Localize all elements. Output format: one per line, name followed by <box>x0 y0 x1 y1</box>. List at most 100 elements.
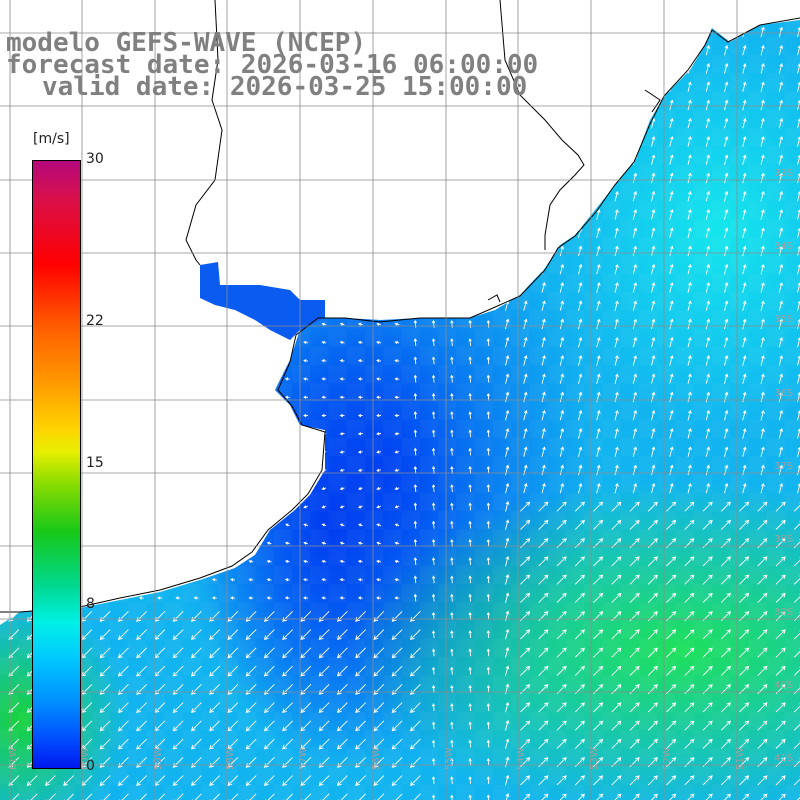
wind-arrow <box>102 249 108 253</box>
wind-arrow <box>190 683 202 695</box>
wind-arrow <box>431 520 436 529</box>
wind-arrow <box>357 359 363 363</box>
wind-arrow <box>157 395 163 399</box>
wind-arrow <box>523 409 528 421</box>
wind-arrow <box>394 322 400 326</box>
wind-arrow <box>505 628 510 640</box>
wind-arrow <box>336 683 348 695</box>
wind-arrow <box>541 99 546 111</box>
wind-arrow <box>102 304 108 308</box>
wind-arrow <box>339 486 345 491</box>
wind-arrow <box>136 683 148 695</box>
wind-arrow <box>248 505 254 509</box>
wind-arrow <box>138 559 144 564</box>
wind-arrow <box>102 194 108 199</box>
wind-arrow <box>651 391 656 403</box>
wind-arrow <box>357 231 363 235</box>
wind-arrow <box>669 227 674 238</box>
wind-arrow <box>318 647 330 659</box>
wind-arrow <box>468 338 472 347</box>
wind-arrow <box>282 793 294 800</box>
wind-arrow <box>559 391 565 403</box>
wind-arrow <box>140 13 144 16</box>
wind-arrow <box>574 665 585 676</box>
wind-arrow <box>614 391 619 403</box>
wind-arrow <box>11 85 17 89</box>
wind-arrow <box>739 519 750 530</box>
lon-label-7: 54W <box>516 747 527 770</box>
wind-arrow <box>574 702 585 713</box>
wind-arrow <box>450 356 454 365</box>
wind-arrow <box>742 464 747 476</box>
wind-arrow <box>559 63 565 74</box>
wind-arrow <box>450 119 454 128</box>
wind-arrow <box>102 340 108 345</box>
wind-arrow <box>666 501 677 512</box>
wind-arrow <box>666 702 677 713</box>
wind-arrow <box>720 720 731 731</box>
wind-arrow <box>321 213 327 217</box>
wind-arrow <box>120 486 126 491</box>
wind-arrow <box>578 44 583 56</box>
wind-arrow <box>760 373 765 384</box>
wind-arrow <box>450 319 454 328</box>
wind-arrow <box>117 683 129 695</box>
wind-arrow <box>556 629 567 640</box>
wind-arrow <box>593 501 604 512</box>
wind-arrow <box>157 468 163 472</box>
wind-arrow <box>413 557 418 566</box>
wind-arrow <box>468 794 472 800</box>
wind-arrow <box>468 447 472 456</box>
wind-arrow <box>172 629 184 641</box>
wind-arrow <box>505 647 510 658</box>
wind-arrow <box>505 26 510 38</box>
wind-arrow <box>724 81 729 92</box>
wind-arrow <box>669 336 674 348</box>
wind-arrow <box>450 648 454 657</box>
wind-arrow <box>778 190 784 202</box>
wind-arrow <box>669 282 674 293</box>
wind-arrow <box>336 610 348 622</box>
wind-arrow <box>175 322 181 326</box>
wind-arrow <box>120 286 126 290</box>
wind-arrow <box>157 194 163 199</box>
wind-arrow <box>84 559 90 564</box>
wind-arrow <box>120 432 126 436</box>
wind-arrow <box>355 756 367 768</box>
wind-arrow <box>300 610 312 622</box>
wind-arrow <box>431 630 436 639</box>
wind-arrow <box>505 555 510 567</box>
wind-arrow <box>556 501 567 512</box>
wind-arrow <box>391 683 403 695</box>
wind-arrow <box>578 245 583 257</box>
wind-arrow <box>468 246 472 255</box>
wind-arrow <box>596 81 601 92</box>
wind-arrow <box>596 446 601 457</box>
wind-arrow <box>720 738 731 749</box>
wind-arrow <box>486 301 491 310</box>
wind-arrow <box>742 482 747 494</box>
wind-arrow <box>468 319 472 328</box>
wind-arrow <box>775 775 786 786</box>
wind-arrow <box>760 336 765 348</box>
wind-arrow <box>651 355 656 366</box>
wind-arrow <box>705 263 711 275</box>
wind-arrow <box>632 263 638 275</box>
wind-arrow <box>614 245 619 257</box>
wind-arrow <box>336 629 348 641</box>
wind-arrow <box>266 541 272 545</box>
wind-arrow <box>632 355 638 366</box>
wind-arrow <box>486 538 491 547</box>
wind-arrow <box>629 665 640 676</box>
wind-arrow <box>431 557 436 566</box>
wind-arrow <box>523 136 528 147</box>
wind-arrow <box>687 409 692 421</box>
wind-arrow <box>468 611 472 620</box>
wind-arrow <box>355 702 367 714</box>
wind-arrow <box>596 190 601 202</box>
wind-arrow <box>339 304 345 308</box>
border-line-2 <box>499 0 585 250</box>
wind-arrow <box>757 501 768 512</box>
wind-arrow <box>505 683 510 695</box>
